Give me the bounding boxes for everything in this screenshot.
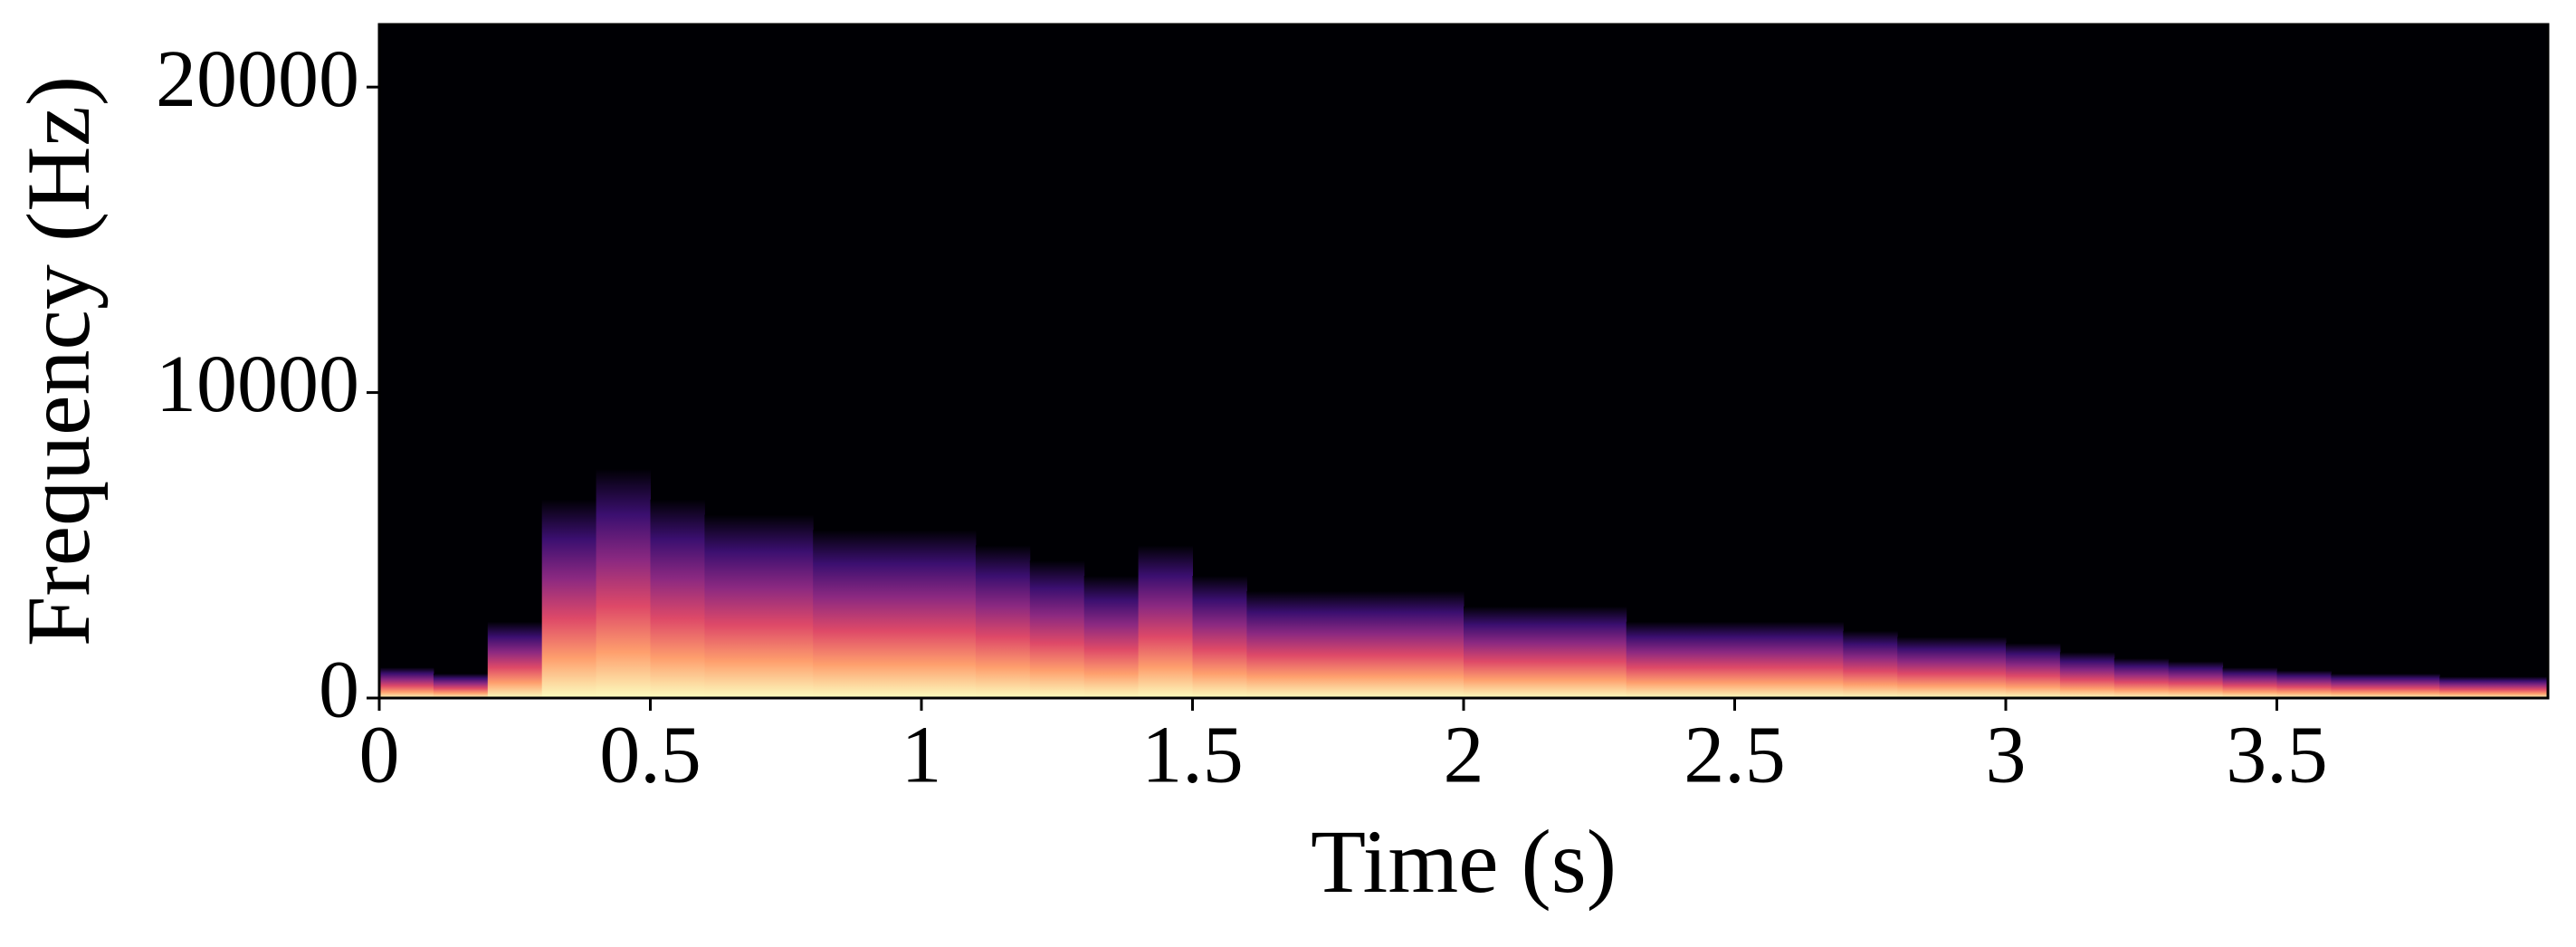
y-tick-label: 20000 [156,34,359,124]
x-tick-label: 3.5 [2226,711,2328,800]
spectrogram-column [758,514,814,698]
x-tick-label: 0 [359,711,400,800]
spectrogram-column [1951,636,2007,698]
spectrogram-column [379,667,434,698]
spectrogram-column [2439,676,2495,698]
spectrogram-column [2276,670,2332,698]
spectrogram-column [2113,658,2170,698]
spectrogram-column [867,530,922,698]
spectrogram-column [1517,606,1573,698]
spectrogram-column [2059,652,2115,698]
x-tick-label: 2.5 [1684,711,1786,800]
spectrogram-column [704,514,759,698]
spectrogram-column [2222,667,2277,698]
spectrogram-column [1301,590,1356,698]
spectrogram-column [1897,636,1952,698]
spectrogram-column [2331,674,2386,698]
spectrogram-column [2006,643,2061,698]
spectrogram-column [1192,576,1247,698]
spectrogram-column [975,545,1031,698]
spectrogram-column [921,530,977,698]
x-tick-label: 3 [1986,711,2027,800]
spectrogram-column [1083,576,1140,698]
spectrogram-column [1246,590,1302,698]
spectrogram-column [1464,606,1519,698]
spectrogram-column [2168,661,2224,698]
y-tick-label: 10000 [156,340,359,429]
spectrogram-column [541,499,597,698]
spectrogram-column [487,621,543,698]
x-axis-label: Time (s) [1311,811,1617,912]
spectrogram-column [1138,545,1193,698]
x-tick-label: 0.5 [599,711,701,800]
spectrogram-column [433,674,489,698]
spectrogram-column [1789,621,1844,698]
y-axis-label: Frequency (Hz) [8,76,109,646]
spectrogram-column [650,499,705,698]
spectrogram-column [2494,676,2549,698]
spectrogram-column [1029,560,1085,698]
x-tick-label: 1.5 [1141,711,1244,800]
spectrogram-column [1680,621,1735,698]
spectrogram-column [596,468,651,698]
x-tick-label: 1 [902,711,942,800]
spectrogram-column [1626,621,1682,698]
spectrogram-column [813,530,868,698]
spectrogram-column [1571,606,1627,698]
spectrogram-column [1843,630,1898,698]
spectrogram-column [1409,590,1465,698]
spectrogram-column [2385,674,2440,698]
y-tick-label: 0 [319,646,359,735]
spectrogram-column [1734,621,1789,698]
spectrogram-column [1355,590,1410,698]
x-tick-label: 2 [1444,711,1484,800]
